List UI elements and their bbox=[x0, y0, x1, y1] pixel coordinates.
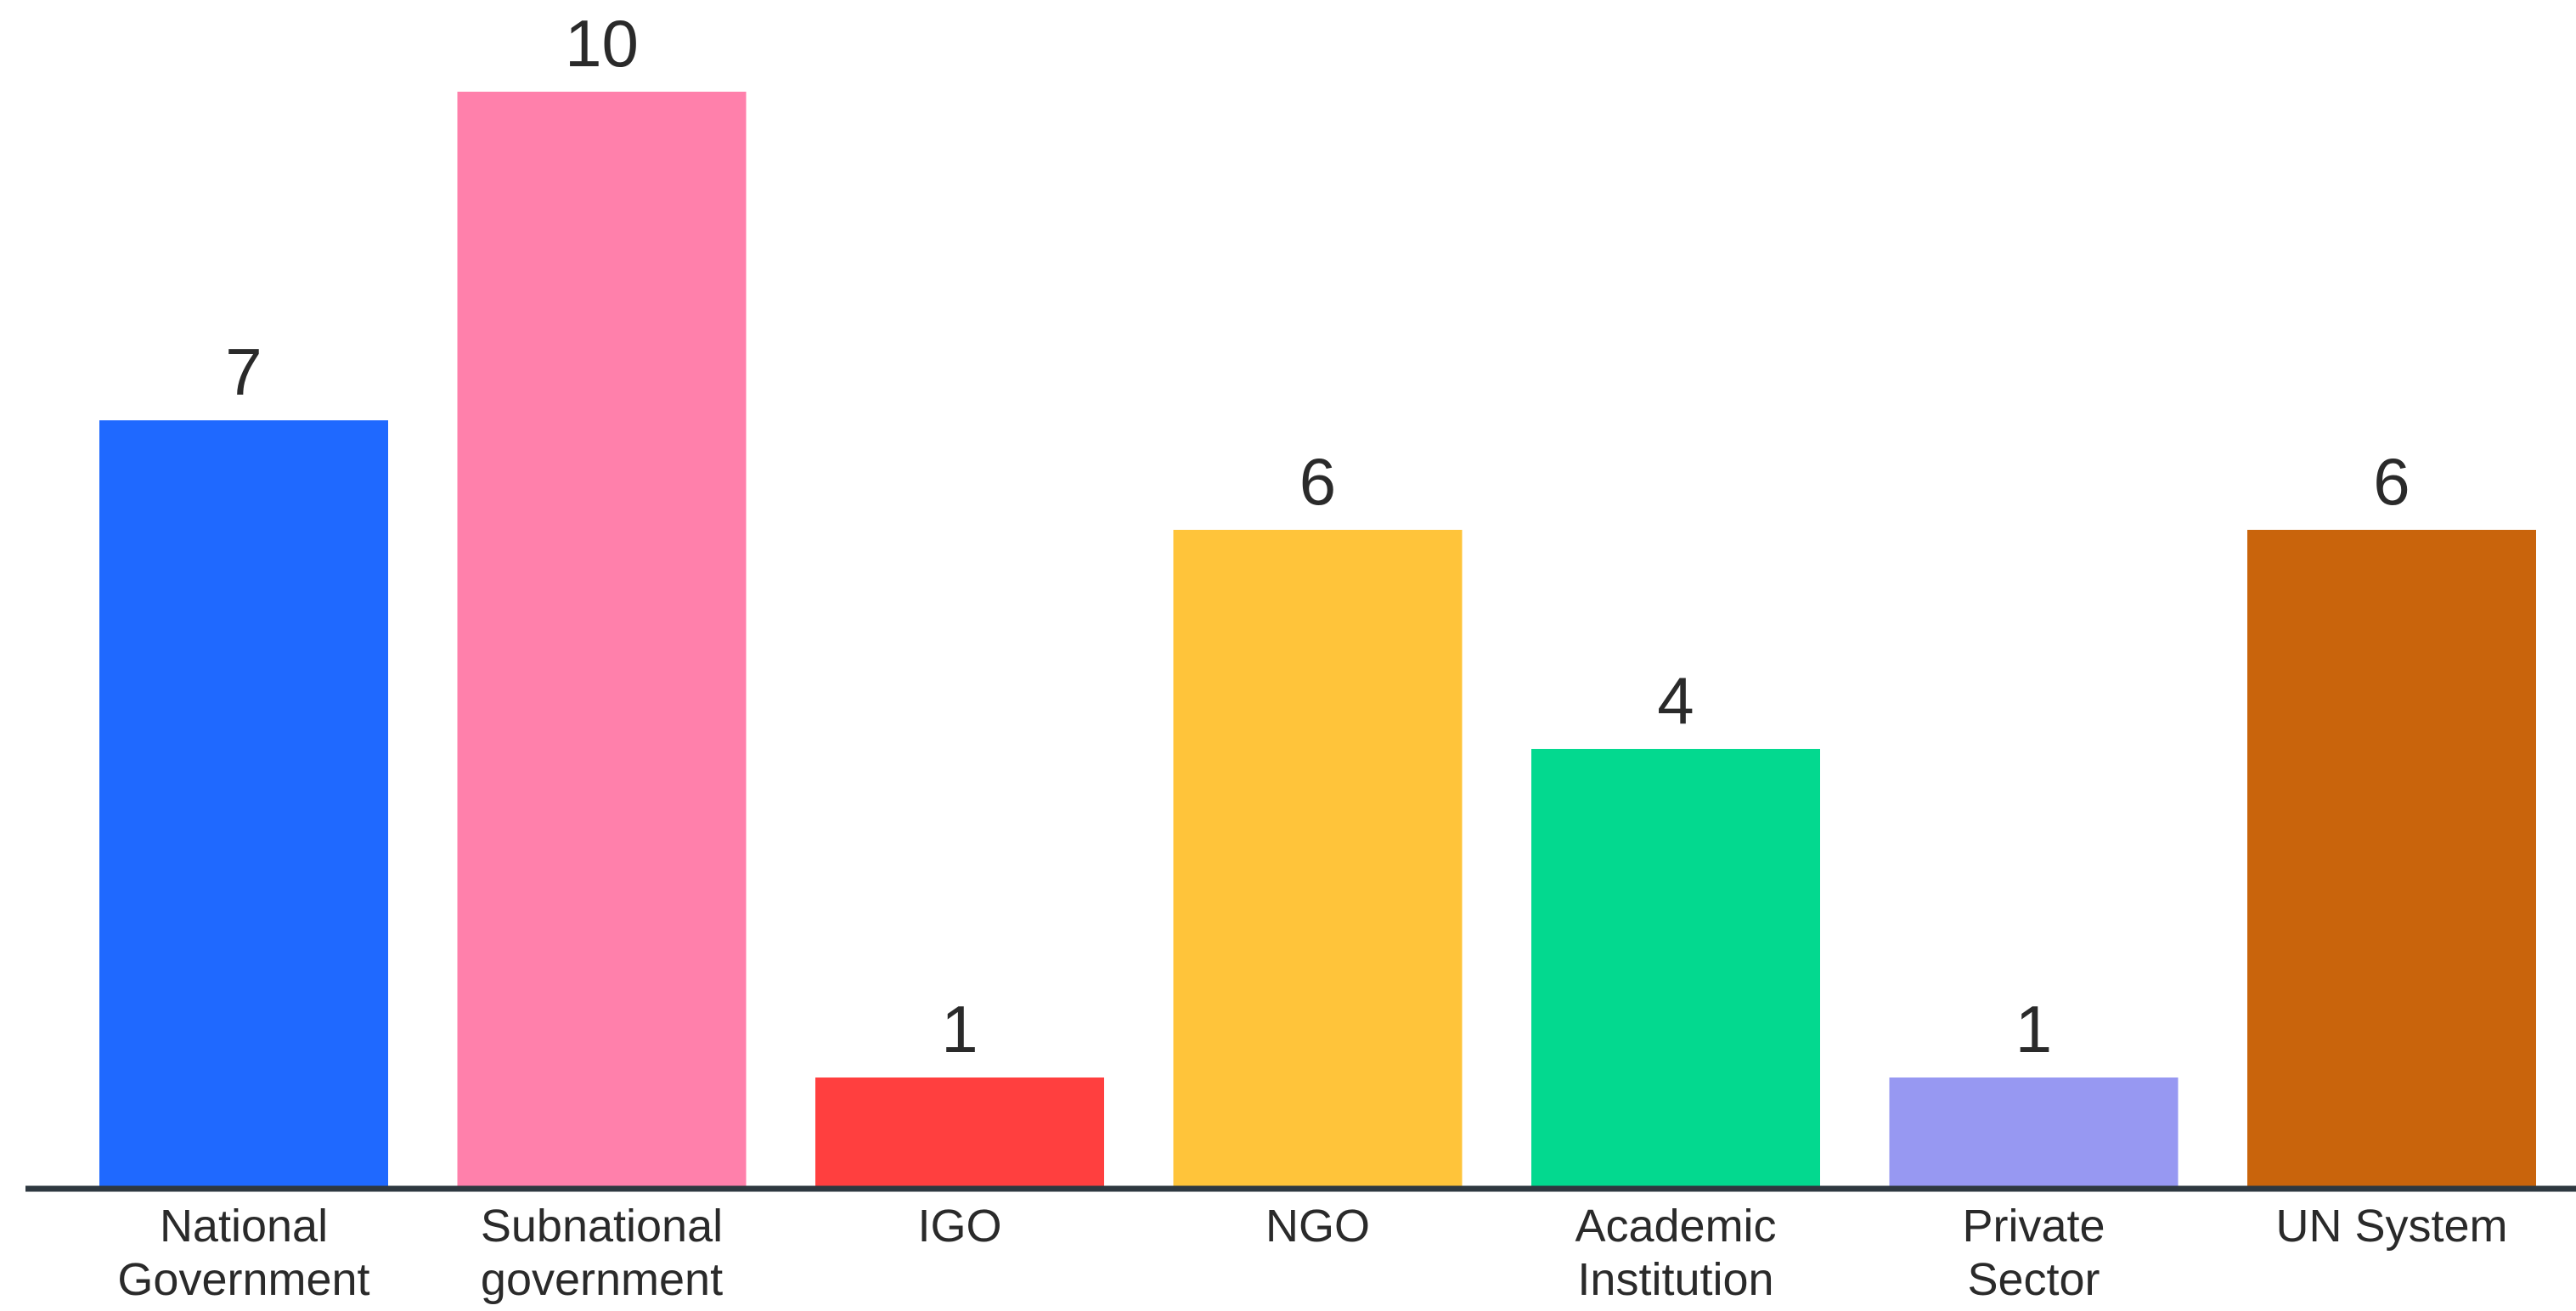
bar-2 bbox=[815, 1077, 1104, 1187]
category-label-6-line-0: UN System bbox=[2275, 1201, 2507, 1252]
value-label-5: 1 bbox=[2015, 992, 2052, 1066]
category-label-0-line-1: Government bbox=[117, 1254, 369, 1305]
category-label-1-line-0: Subnational bbox=[481, 1201, 723, 1252]
category-label-3-line-0: NGO bbox=[1265, 1201, 1370, 1252]
category-label-1-line-1: government bbox=[481, 1254, 723, 1305]
bar-3 bbox=[1173, 530, 1463, 1187]
bar-0 bbox=[99, 420, 388, 1187]
category-label-5-line-0: Private bbox=[1962, 1201, 2105, 1252]
category-label-2-line-0: IGO bbox=[917, 1201, 1001, 1252]
category-label-4-line-1: Institution bbox=[1577, 1254, 1773, 1305]
bar-4 bbox=[1531, 749, 1820, 1187]
value-label-2: 1 bbox=[941, 992, 978, 1066]
bar-6 bbox=[2247, 530, 2536, 1187]
category-label-4-line-0: Academic bbox=[1575, 1201, 1776, 1252]
value-label-1: 10 bbox=[565, 6, 639, 81]
category-label-0-line-0: National bbox=[160, 1201, 328, 1252]
bar-5 bbox=[1889, 1077, 2179, 1187]
value-label-6: 6 bbox=[2373, 444, 2410, 519]
value-label-3: 6 bbox=[1299, 444, 1336, 519]
category-label-5-line-1: Sector bbox=[1967, 1254, 2100, 1305]
value-label-0: 7 bbox=[225, 335, 262, 409]
bar-1 bbox=[457, 92, 747, 1187]
value-label-4: 4 bbox=[1657, 663, 1694, 738]
bars-group bbox=[99, 92, 2536, 1187]
value-labels-group: 7 10 1 6 4 1 6 bbox=[225, 6, 2410, 1066]
